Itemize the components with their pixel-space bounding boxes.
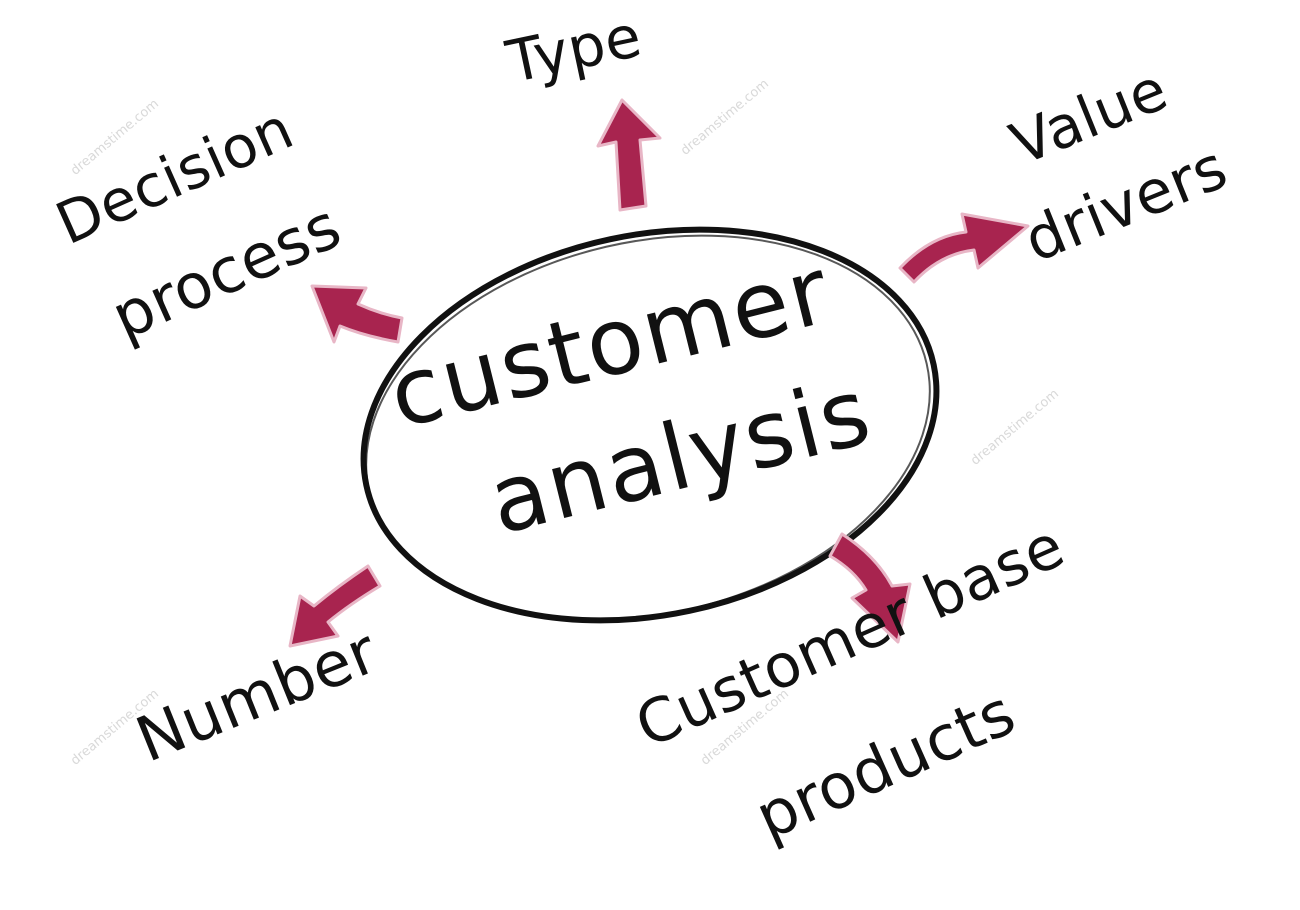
center-ellipse: [360, 226, 940, 624]
center-ellipse-sketch: [365, 234, 931, 622]
arrow-value-drivers: [898, 212, 1030, 284]
arrow-type: [596, 98, 662, 212]
arrow-decision-process: [310, 284, 404, 344]
arrow-number: [288, 564, 382, 648]
arrow-customer-base: [828, 532, 912, 644]
